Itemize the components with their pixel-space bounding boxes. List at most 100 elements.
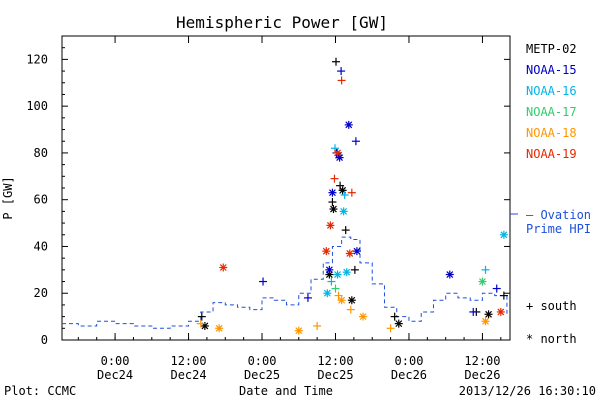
- series-noaa-19: [219, 76, 505, 316]
- north-marker: [484, 310, 493, 319]
- x-axis: 0:00Dec2412:00Dec240:00Dec2512:00Dec250:…: [77, 36, 502, 382]
- legend-noaa-18: NOAA-18: [526, 126, 577, 140]
- north-marker: [342, 268, 351, 277]
- model-step-line: [62, 236, 510, 329]
- south-marker: [499, 291, 508, 300]
- x-tick-time: 12:00: [170, 354, 206, 368]
- south-marker: [390, 312, 399, 321]
- north-marker: [328, 188, 337, 197]
- legend-noaa-19: NOAA-19: [526, 147, 577, 161]
- north-marker: [478, 277, 487, 286]
- south-marker: [492, 284, 501, 293]
- south-marker: [351, 137, 360, 146]
- north-marker: [326, 221, 335, 230]
- north-marker: [215, 324, 224, 333]
- south-marker: [469, 307, 478, 316]
- south-marker: [346, 305, 355, 314]
- y-tick-label: 100: [26, 99, 48, 113]
- marker-legend: + south * north: [526, 299, 577, 346]
- legend-marker-south: + south: [526, 299, 577, 313]
- y-tick-label: 20: [34, 286, 48, 300]
- south-marker: [196, 319, 205, 328]
- x-tick-time: 0:00: [101, 354, 130, 368]
- north-marker: [445, 270, 454, 279]
- legend-noaa-16: NOAA-16: [526, 84, 577, 98]
- north-marker: [352, 247, 361, 256]
- x-tick-date: Dec25: [244, 368, 280, 382]
- north-marker: [322, 247, 331, 256]
- south-marker: [340, 191, 349, 200]
- north-marker: [333, 148, 342, 157]
- series-noaa-15: [259, 67, 501, 316]
- south-marker: [259, 277, 268, 286]
- y-axis: 0 20 40 60 80 100 120: [26, 47, 510, 347]
- north-marker: [219, 263, 228, 272]
- north-marker: [325, 265, 334, 274]
- y-tick-label: 0: [41, 333, 48, 347]
- data-points: [196, 57, 508, 335]
- series-noaa-16: [323, 144, 508, 298]
- x-tick-date: Dec24: [170, 368, 206, 382]
- north-marker: [499, 230, 508, 239]
- north-marker: [333, 270, 342, 279]
- model-legend-line: Prime HPI: [526, 222, 591, 236]
- y-tick-label: 80: [34, 146, 48, 160]
- south-marker: [327, 277, 336, 286]
- plot-frame: [61, 35, 511, 341]
- north-marker: [359, 312, 368, 321]
- x-tick-date: Dec26: [391, 368, 427, 382]
- y-axis-label: P [GW]: [1, 176, 15, 219]
- north-marker: [338, 186, 347, 195]
- chart-title: Hemispheric Power [GW]: [176, 13, 388, 32]
- timestamp: 2013/12/26 16:30:10: [459, 384, 596, 398]
- north-marker: [294, 326, 303, 335]
- north-marker: [347, 296, 356, 305]
- y-tick-label: 60: [34, 193, 48, 207]
- legend-noaa-15: NOAA-15: [526, 63, 577, 77]
- x-tick-date: Dec24: [97, 368, 133, 382]
- north-marker: [496, 307, 505, 316]
- south-marker: [328, 198, 337, 207]
- south-marker: [313, 321, 322, 330]
- x-tick-time: 12:00: [464, 354, 500, 368]
- x-tick-time: 12:00: [317, 354, 353, 368]
- model-legend-line: — Ovation: [526, 208, 591, 222]
- x-tick-time: 0:00: [395, 354, 424, 368]
- south-marker: [332, 57, 341, 66]
- north-marker: [345, 249, 354, 258]
- south-marker: [197, 312, 206, 321]
- legend-marker-north: * north: [526, 332, 577, 346]
- south-marker: [330, 174, 339, 183]
- x-tick-date: Dec26: [464, 368, 500, 382]
- south-marker: [350, 265, 359, 274]
- series-metp-02: [197, 57, 508, 330]
- north-marker: [337, 296, 346, 305]
- x-tick-date: Dec25: [317, 368, 353, 382]
- south-marker: [337, 76, 346, 85]
- south-marker: [303, 293, 312, 302]
- x-tick-time: 0:00: [248, 354, 277, 368]
- north-marker: [323, 289, 332, 298]
- north-marker: [481, 317, 490, 326]
- south-marker: [347, 188, 356, 197]
- y-tick-label: 120: [26, 52, 48, 66]
- north-marker: [344, 120, 353, 129]
- north-marker: [339, 207, 348, 216]
- north-marker: [394, 319, 403, 328]
- south-marker: [337, 67, 346, 76]
- legend: METP-02 NOAA-15 NOAA-16 NOAA-17 NOAA-18 NOAA-…: [526, 42, 577, 161]
- y-tick-label: 40: [34, 239, 48, 253]
- legend-noaa-17: NOAA-17: [526, 105, 577, 119]
- south-marker: [334, 291, 343, 300]
- series-noaa-17: [331, 277, 487, 293]
- legend-metp-02: METP-02: [526, 42, 577, 56]
- x-axis-label: Date and Time: [239, 384, 333, 398]
- south-marker: [331, 284, 340, 293]
- south-marker: [341, 226, 350, 235]
- plot-credit: Plot: CCMC: [4, 384, 76, 398]
- ovation-model-line: [62, 236, 510, 329]
- north-marker: [329, 205, 338, 214]
- series-noaa-18: [196, 291, 490, 335]
